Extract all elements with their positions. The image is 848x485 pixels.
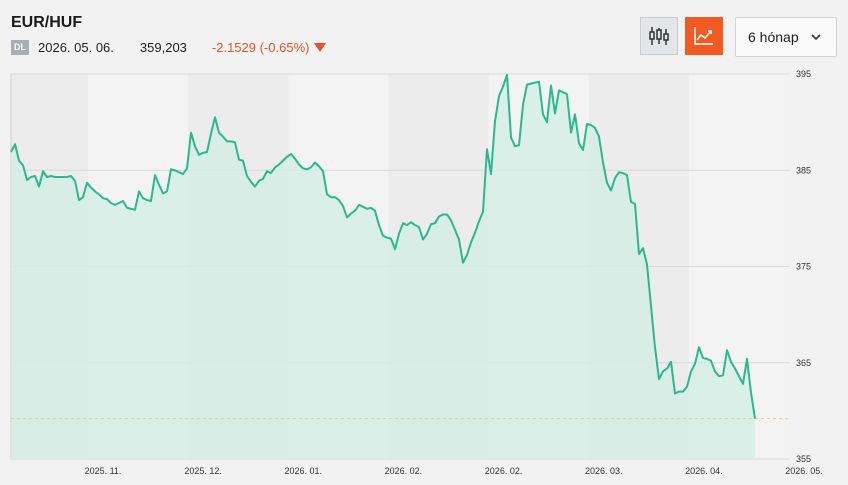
y-axis: 355 365 375 385 395	[796, 69, 811, 464]
quote-info-row: DL 2026. 05. 06. 359,203 -2.1529 (-0.65%…	[11, 40, 327, 55]
chevron-down-icon	[811, 34, 821, 41]
delayed-badge: DL	[11, 40, 29, 55]
x-tick-label: 2026. 02.	[385, 466, 423, 476]
line-chart-icon	[694, 27, 713, 45]
down-arrow-icon	[314, 43, 327, 52]
y-tick-label: 395	[796, 69, 811, 79]
price-change: -2.1529 (-0.65%)	[211, 40, 310, 55]
last-price: 359,203	[139, 40, 187, 55]
x-tick-label: 2026. 01.	[285, 466, 323, 476]
x-tick-label: 2025. 12.	[184, 466, 222, 476]
candlestick-chart-button[interactable]	[640, 17, 678, 55]
line-chart-button[interactable]	[685, 17, 723, 55]
instrument-title: EUR/HUF	[11, 14, 83, 31]
price-chart[interactable]: 355 365 375 385 395 2025. 11. 2025. 12. 2026. …	[0, 66, 848, 485]
x-tick-label: 2026. 05.	[785, 466, 823, 476]
x-axis: 2025. 11. 2025. 12. 2026. 01. 2026. 02. 2026…	[85, 466, 823, 476]
quote-date: 2026. 05. 06.	[38, 40, 114, 55]
x-tick-label: 2025. 11.	[85, 466, 122, 476]
period-select-label: 6 hónap	[748, 29, 799, 45]
period-select[interactable]: 6 hónap	[735, 17, 837, 57]
y-tick-label: 375	[796, 262, 811, 272]
candlestick-icon	[649, 27, 669, 45]
x-tick-label: 2026. 04.	[685, 466, 723, 476]
chart-header: EUR/HUF DL 2026. 05. 06. 359,203 -2.1529…	[0, 0, 848, 66]
x-tick-label: 2026. 03.	[585, 466, 623, 476]
price-area-fill	[11, 75, 755, 459]
y-tick-label: 355	[796, 454, 811, 464]
y-tick-label: 385	[796, 165, 811, 175]
x-tick-label: 2026. 02.	[485, 466, 523, 476]
y-tick-label: 365	[796, 358, 811, 368]
price-line	[10, 74, 756, 419]
